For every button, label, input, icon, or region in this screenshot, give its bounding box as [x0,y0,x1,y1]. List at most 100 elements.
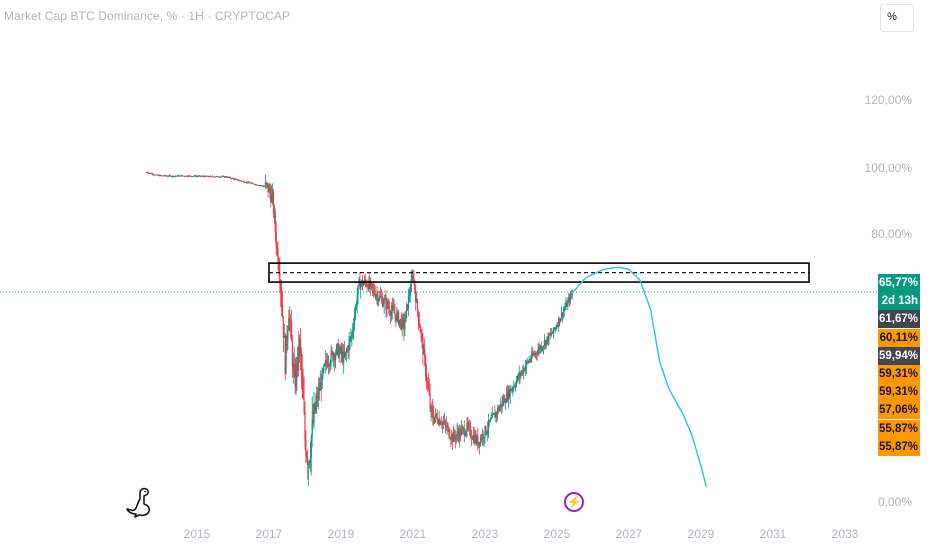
candle-body [464,434,466,436]
candle-body [447,426,449,428]
resistance-zone[interactable] [268,262,810,283]
candle-body [520,373,522,376]
candle-body [563,309,565,312]
candle-body [156,174,158,176]
candle-body [506,392,509,400]
candle-body [279,272,281,284]
candle-body [560,318,562,322]
candle-body [195,176,197,177]
candle-body [470,436,473,439]
candle-body [260,185,262,187]
price-badge: 57,06% [878,401,920,420]
candle-body [380,296,383,298]
candle-body [401,317,403,329]
candle-body [364,279,366,282]
candle-body [293,364,295,373]
candle-body [434,416,436,423]
candle-body [175,176,177,177]
candle-body [339,347,341,352]
candle-body [301,371,303,382]
candle-body [275,231,277,248]
candle-body [268,187,270,193]
candle-body [512,388,514,390]
dinosaur-icon[interactable] [125,487,153,524]
candle-body [244,182,246,183]
candle-body [353,315,356,327]
candle-body [462,427,464,429]
candle-body [376,294,378,296]
candle-body [525,361,527,367]
candle-body [545,339,547,346]
candle-body [201,176,203,177]
candle-body [212,176,214,178]
candle-body [484,426,486,438]
lightning-icon[interactable]: ⚡ [564,492,584,512]
projection-curve[interactable] [572,266,708,488]
candle-body [476,435,478,443]
candle-body [427,381,429,389]
candle-body [263,186,265,187]
candle-body [359,278,361,290]
candle-body [371,281,373,284]
candle-body [411,275,413,279]
candle-body [548,333,550,342]
candle-body [254,184,257,186]
candle-body [182,175,185,177]
price-badge: 2d 13h [878,292,920,311]
candle-body [413,277,415,281]
candle-body [551,333,554,334]
price-badge: 55,87% [878,437,920,456]
candle-body [357,285,359,297]
candle-body [273,213,275,215]
candle-body [571,293,573,296]
candle-body [499,404,501,408]
candle-body [292,364,294,368]
candle-body [345,351,347,352]
candle-body [519,372,521,376]
candle-body [185,175,187,177]
candle-body [178,175,180,177]
candle-body [247,181,249,183]
candle-body [324,363,326,366]
candle-body [294,372,296,387]
x-axis: 2015 2017 2019 2021 2023 2025 2027 2029 2031 2033 [184,527,859,541]
x-tick-label: 2029 [688,527,715,541]
x-tick-label: 2017 [256,527,283,541]
candle-body [406,304,408,311]
candle-body [478,442,480,447]
candle-body [389,308,391,313]
candle-body [283,336,285,338]
candle-body [435,413,437,417]
candle-body [236,179,239,181]
candle-body [173,175,175,177]
candle-body [215,176,217,178]
candle-body [500,404,502,408]
candle-body [562,311,564,317]
candle-body [362,283,365,286]
candle-body [341,351,343,355]
candle-body [546,336,548,340]
candle-body [180,175,182,177]
candle-body [473,434,475,443]
candle-body [515,385,517,387]
candle-body [245,181,248,183]
candle-body [209,176,211,178]
candle-body [461,427,464,429]
candle-body [356,296,358,307]
candle-body [221,176,223,177]
candle-body [255,184,257,186]
candle-body [395,314,397,321]
candle-body [302,381,304,399]
candle-body [459,429,461,440]
candle-body [151,173,153,175]
candle-body [393,308,395,314]
candle-body [439,419,441,425]
candle-body [281,305,284,317]
candle-body [155,174,157,176]
x-tick-label: 2031 [760,527,787,541]
candle-body [227,176,230,178]
unit-toggle-button[interactable]: % [880,4,914,32]
candle-body [446,426,448,429]
candle-body [170,175,172,177]
